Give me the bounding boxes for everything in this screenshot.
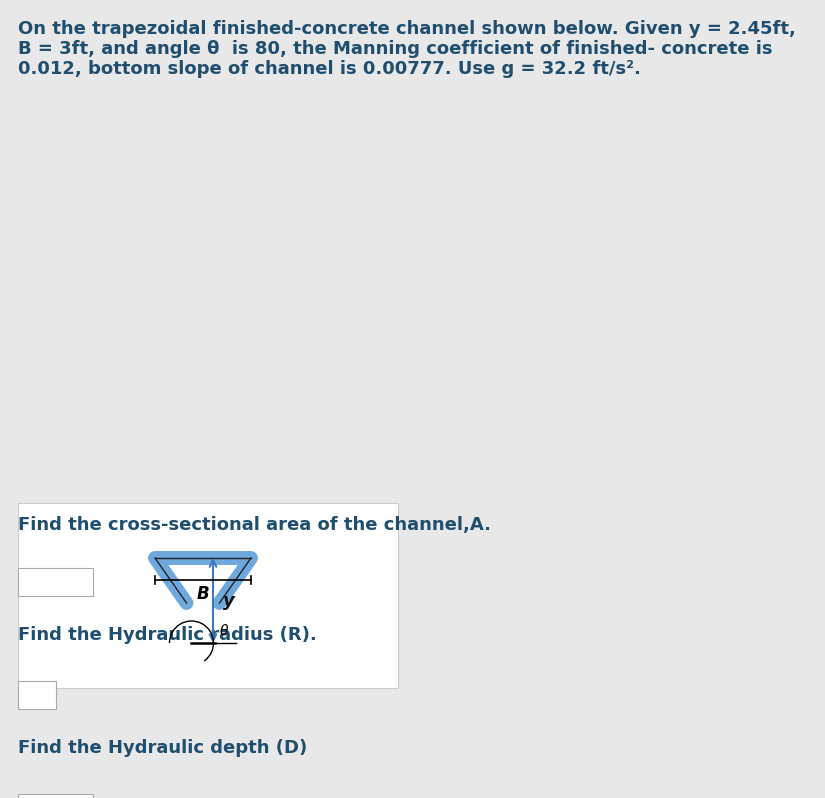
Text: Find the Hydraulic depth (D): Find the Hydraulic depth (D): [18, 739, 307, 757]
FancyBboxPatch shape: [18, 794, 93, 798]
FancyBboxPatch shape: [18, 681, 56, 709]
Text: Find the Hydraulic radius (R).: Find the Hydraulic radius (R).: [18, 626, 317, 644]
Text: B = 3ft, and angle θ  is 80, the Manning coefficient of finished- concrete is: B = 3ft, and angle θ is 80, the Manning …: [18, 40, 772, 58]
Text: Find the cross-sectional area of the channel,A.: Find the cross-sectional area of the cha…: [18, 516, 491, 534]
Text: On the trapezoidal finished-concrete channel shown below. Given y = 2.45ft,: On the trapezoidal finished-concrete cha…: [18, 20, 796, 38]
Text: θ: θ: [219, 624, 228, 638]
Text: y: y: [223, 591, 235, 610]
Text: 0.012, bottom slope of channel is 0.00777. Use g = 32.2 ft/s².: 0.012, bottom slope of channel is 0.0077…: [18, 60, 641, 78]
Bar: [18, 503, 398, 688]
FancyBboxPatch shape: [18, 568, 93, 596]
Text: B: B: [196, 585, 210, 603]
